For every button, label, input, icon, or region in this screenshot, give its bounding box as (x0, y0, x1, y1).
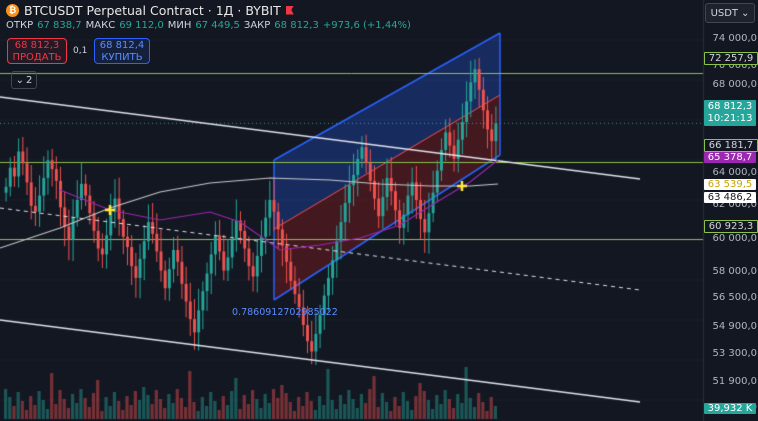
badge-last-price: 68 812,3 10:21:13 (704, 100, 756, 126)
chevron-down-icon: ⌄ (741, 7, 750, 19)
chevron-down-icon: ⌄ (15, 74, 24, 86)
badge-level-low: 60 923,3 (704, 220, 758, 233)
buy-price: 68 812,4 (99, 40, 145, 51)
sell-price: 68 812,3 (14, 40, 60, 51)
currency-select[interactable]: USDT ⌄ (705, 3, 755, 23)
candle-countdown: 10:21:13 (707, 113, 753, 124)
flag-icon[interactable] (285, 5, 294, 15)
price-axis-tick: 58 000,0 (712, 266, 757, 277)
currency-label: USDT (710, 7, 739, 19)
change-value: +973,6 (+1,44%) (322, 20, 411, 31)
open-value: 67 838,7 (37, 20, 82, 31)
badge-level-mid: 66 181,7 (704, 139, 758, 152)
close-value: 68 812,3 (274, 20, 319, 31)
badge-ma-white: 63 486,2 (704, 192, 756, 203)
price-axis-tick: 64 000,0 (712, 167, 757, 178)
sell-button[interactable]: 68 812,3 ПРОДАТЬ (7, 38, 67, 64)
high-key: МАКС (85, 20, 116, 31)
ohlc-legend: ОТКР 67 838,7 МАКС 69 112,0 МИН 67 449,5 ЗА… (6, 20, 411, 31)
badge-level-top: 72 257,9 (704, 52, 758, 65)
sell-label: ПРОДАТЬ (12, 52, 62, 63)
price-axis-tick: 68 000,0 (712, 79, 757, 90)
price-axis-tick: 74 000,0 (712, 33, 757, 44)
badge-ma-violet: 65 378,7 (704, 152, 756, 163)
high-value: 69 112,0 (119, 20, 164, 31)
low-key: МИН (167, 20, 192, 31)
price-axis-tick: 54 900,0 (712, 321, 757, 332)
price-axis-tick: 70 000,0 (712, 60, 757, 71)
badge-ma-yellow: 63 539,5 (704, 179, 756, 190)
bitcoin-icon: ₿ (6, 3, 19, 17)
indicators-collapse-button[interactable]: ⌄ 2 (11, 71, 37, 89)
price-axis-tick: 51 900,0 (712, 376, 757, 387)
fib-level-label: 0.786091270298502­2 (232, 307, 338, 318)
price-axis-tick: 60 000,0 (712, 233, 757, 244)
low-value: 67 449,5 (195, 20, 240, 31)
buy-label: КУПИТЬ (101, 52, 143, 63)
price-axis-tick: 56 500,0 (712, 292, 757, 303)
last-price-value: 68 812,3 (707, 101, 753, 112)
chart-header: ₿ BTCUSDT Perpetual Contract · 1Д · BYBI… (0, 0, 294, 20)
spread-value: 0,1 (73, 46, 88, 56)
price-axis-tick: 62 000,0 (712, 199, 757, 210)
buy-button[interactable]: 68 812,4 КУПИТЬ (94, 38, 150, 64)
badge-volume: 39,932 K (704, 403, 756, 414)
close-key: ЗАКР (243, 20, 271, 31)
indicator-count: 2 (26, 74, 33, 86)
symbol-title[interactable]: BTCUSDT Perpetual Contract · 1Д · BYBIT (24, 2, 281, 18)
open-key: ОТКР (6, 20, 34, 31)
price-axis-tick: 53 300,0 (712, 348, 757, 359)
